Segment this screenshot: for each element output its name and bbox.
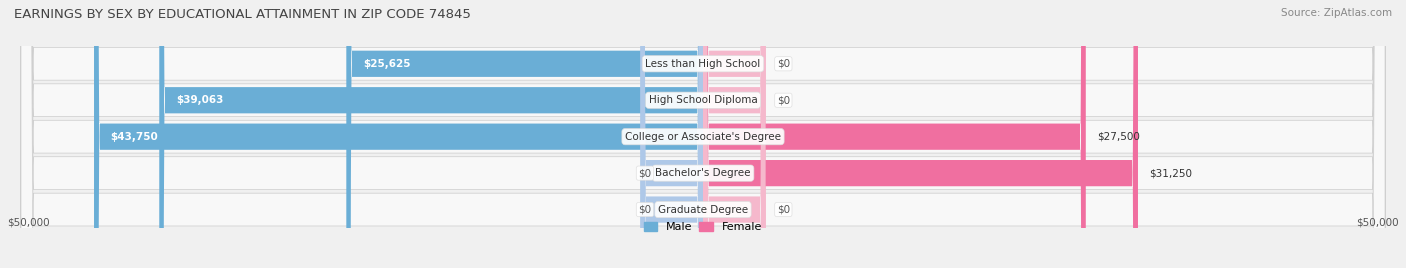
Text: $0: $0 (638, 204, 651, 215)
Text: EARNINGS BY SEX BY EDUCATIONAL ATTAINMENT IN ZIP CODE 74845: EARNINGS BY SEX BY EDUCATIONAL ATTAINMEN… (14, 8, 471, 21)
Text: $25,625: $25,625 (363, 59, 411, 69)
FancyBboxPatch shape (703, 0, 1085, 268)
Text: $0: $0 (776, 95, 790, 105)
FancyBboxPatch shape (21, 0, 1385, 268)
FancyBboxPatch shape (640, 0, 703, 268)
Text: $0: $0 (638, 168, 651, 178)
Legend: Male, Female: Male, Female (640, 218, 766, 237)
Text: Source: ZipAtlas.com: Source: ZipAtlas.com (1281, 8, 1392, 18)
Text: $50,000: $50,000 (1357, 218, 1399, 228)
Text: $0: $0 (776, 204, 790, 215)
FancyBboxPatch shape (159, 0, 703, 268)
Text: Less than High School: Less than High School (645, 59, 761, 69)
FancyBboxPatch shape (640, 0, 703, 268)
Text: Graduate Degree: Graduate Degree (658, 204, 748, 215)
Text: $43,750: $43,750 (111, 132, 159, 142)
FancyBboxPatch shape (703, 0, 766, 268)
FancyBboxPatch shape (703, 0, 766, 268)
FancyBboxPatch shape (21, 0, 1385, 268)
Text: $27,500: $27,500 (1097, 132, 1140, 142)
FancyBboxPatch shape (21, 0, 1385, 268)
Text: $31,250: $31,250 (1149, 168, 1192, 178)
Text: Bachelor's Degree: Bachelor's Degree (655, 168, 751, 178)
FancyBboxPatch shape (346, 0, 703, 268)
FancyBboxPatch shape (21, 0, 1385, 268)
Text: $50,000: $50,000 (7, 218, 49, 228)
FancyBboxPatch shape (94, 0, 703, 268)
FancyBboxPatch shape (703, 0, 766, 268)
Text: $39,063: $39,063 (176, 95, 224, 105)
FancyBboxPatch shape (21, 0, 1385, 268)
Text: High School Diploma: High School Diploma (648, 95, 758, 105)
Text: College or Associate's Degree: College or Associate's Degree (626, 132, 780, 142)
Text: $0: $0 (776, 59, 790, 69)
FancyBboxPatch shape (703, 0, 1137, 268)
